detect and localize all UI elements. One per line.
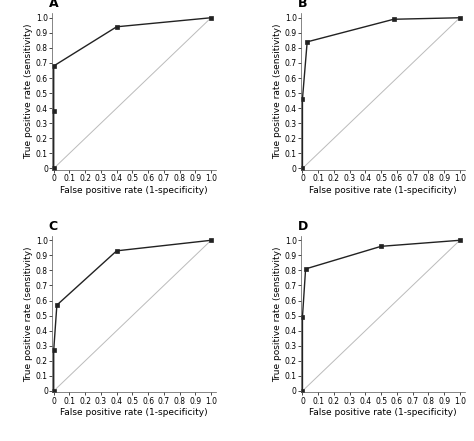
Y-axis label: True positive rate (sensitivity): True positive rate (sensitivity) <box>24 247 33 382</box>
X-axis label: False positive rate (1-specificity): False positive rate (1-specificity) <box>309 186 456 195</box>
Text: B: B <box>298 0 307 10</box>
Y-axis label: True positive rate (sensitivity): True positive rate (sensitivity) <box>273 247 282 382</box>
Text: A: A <box>49 0 58 10</box>
X-axis label: False positive rate (1-specificity): False positive rate (1-specificity) <box>60 186 208 195</box>
Text: C: C <box>49 220 58 233</box>
Text: D: D <box>298 220 308 233</box>
X-axis label: False positive rate (1-specificity): False positive rate (1-specificity) <box>60 408 208 418</box>
Y-axis label: True positive rate (sensitivity): True positive rate (sensitivity) <box>24 24 33 159</box>
Y-axis label: True positive rate (sensitivity): True positive rate (sensitivity) <box>273 24 282 159</box>
X-axis label: False positive rate (1-specificity): False positive rate (1-specificity) <box>309 408 456 418</box>
